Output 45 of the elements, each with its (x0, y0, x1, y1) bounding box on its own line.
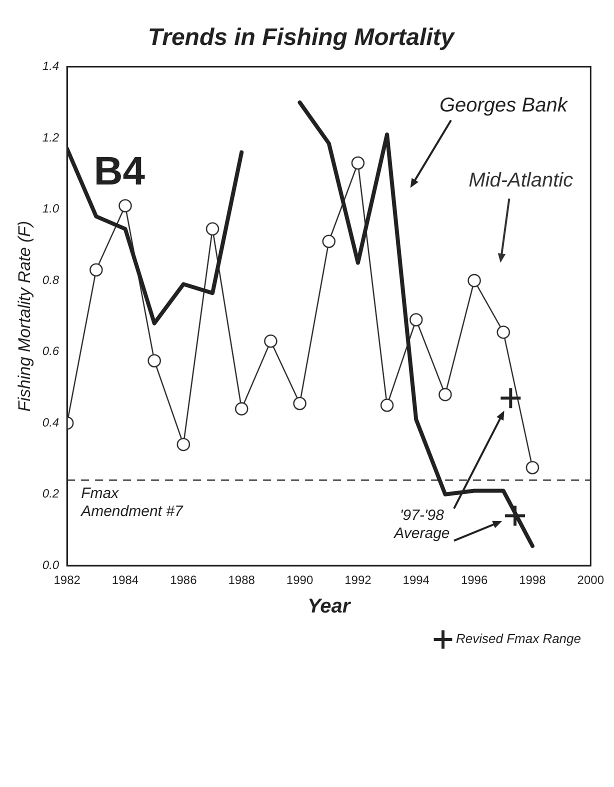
x-tick-label: 1992 (344, 573, 372, 588)
point (234, 402, 248, 416)
y-tick-label: 0.4 (42, 415, 60, 430)
x-tick-label: 1998 (519, 573, 546, 588)
ref-line-label: Fmax Amendment #7 (80, 484, 184, 520)
point (438, 388, 452, 402)
point (351, 156, 365, 170)
x-tick-label: 1988 (228, 573, 256, 588)
annotation: '97-'98 Average (393, 506, 450, 542)
point (90, 263, 103, 277)
point (409, 313, 423, 326)
point (206, 222, 220, 236)
x-tick-label: 1990 (286, 573, 314, 588)
chart-title: Trends in Fishing Mortality (148, 24, 456, 52)
point (526, 460, 540, 474)
y-tick-label: 1.4 (42, 59, 60, 74)
point (176, 438, 190, 452)
y-tick-label: 1.2 (42, 130, 60, 144)
point (118, 199, 132, 212)
point (322, 234, 336, 248)
text: Georges Bank (439, 94, 568, 117)
x-axis-title: Year (308, 596, 352, 618)
x-tick-label: 1996 (460, 573, 488, 588)
y-tick-label: 0.2 (42, 486, 60, 501)
y-axis-title: Fishing Mortality Rate (F) (14, 220, 34, 412)
x-tick-label: 1994 (402, 573, 430, 588)
legend-label: Revised Fmax Range (456, 631, 581, 646)
point (148, 354, 161, 368)
point (504, 504, 527, 528)
point (468, 274, 481, 288)
y-tick-label: 1.0 (42, 202, 60, 216)
y-tick-label: 0.6 (42, 344, 60, 358)
y-tick-label: 0.0 (42, 558, 60, 572)
point (496, 326, 510, 339)
x-tick-label: 1984 (112, 573, 139, 588)
point (499, 386, 522, 410)
x-tick-label: 2000 (577, 573, 604, 588)
point (264, 334, 278, 348)
text: Mid-Atlantic (468, 169, 574, 192)
point (293, 396, 306, 410)
x-tick-label: 1982 (54, 573, 81, 588)
y-tick-label: 0.8 (42, 272, 60, 287)
annotation: B4 (94, 150, 146, 194)
point (380, 398, 394, 412)
x-tick-label: 1986 (170, 573, 198, 588)
